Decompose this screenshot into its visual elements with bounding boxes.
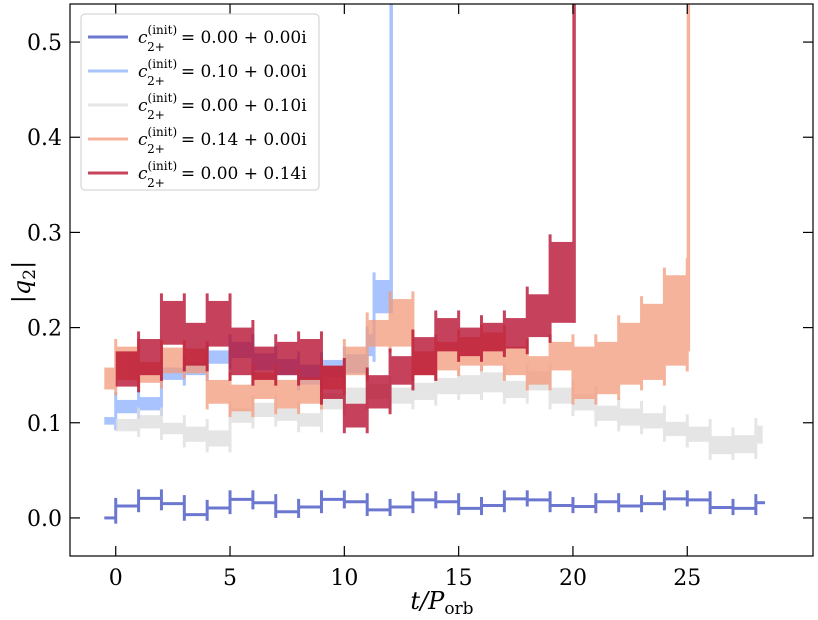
series-2-band-segment bbox=[161, 422, 185, 435]
series-4-band-segment bbox=[298, 339, 322, 380]
legend-label: c(init) 2+ = 0.00 + 0.00i bbox=[138, 23, 307, 54]
legend-label: c(init) 2+ = 0.00 + 0.10i bbox=[138, 91, 307, 122]
series-3-band-segment bbox=[344, 346, 368, 376]
series-2-band-segment bbox=[641, 413, 665, 429]
series-3-band-segment bbox=[230, 384, 253, 412]
series-4-band-segment bbox=[550, 241, 575, 323]
series-2-band-segment bbox=[115, 418, 139, 432]
series-2-band-segment bbox=[435, 378, 459, 395]
y-tick-label: 0.2 bbox=[27, 317, 62, 342]
series-4-band-segment bbox=[230, 327, 253, 376]
x-tick-label: 15 bbox=[445, 566, 473, 591]
series-3-band-segment bbox=[104, 367, 116, 390]
series-2-band-segment bbox=[207, 430, 231, 447]
series-2-band-segment bbox=[755, 425, 763, 444]
series-2-band-segment bbox=[664, 421, 688, 437]
series-2-band-segment bbox=[412, 382, 436, 400]
series-2-band-segment bbox=[344, 387, 368, 404]
series-3-band-segment bbox=[641, 303, 665, 380]
series-3-band-segment bbox=[618, 322, 642, 385]
series-4-band-segment bbox=[252, 346, 276, 380]
series-4-band-segment bbox=[504, 318, 528, 349]
series-2-band-segment bbox=[481, 372, 505, 393]
series-3-band-segment bbox=[664, 275, 688, 366]
y-tick-label: 0.4 bbox=[27, 126, 62, 151]
x-tick-label: 5 bbox=[223, 566, 237, 591]
legend-label: c(init) 2+ = 0.00 + 0.14i bbox=[138, 159, 307, 190]
legend-label: c(init) 2+ = 0.10 + 0.00i bbox=[138, 57, 307, 88]
legend-label: c(init) 2+ = 0.14 + 0.00i bbox=[138, 125, 307, 156]
series-4-band-segment bbox=[161, 300, 185, 345]
series-4-band-segment bbox=[481, 322, 505, 352]
y-tick-label: 0.3 bbox=[27, 221, 62, 246]
series-2-band-segment bbox=[298, 413, 322, 427]
series-3-band-segment bbox=[550, 341, 573, 371]
series-2-band-segment bbox=[138, 415, 162, 429]
x-tick-label: 25 bbox=[673, 566, 701, 591]
series-1-band-segment bbox=[104, 417, 116, 425]
x-axis-label: t/Porb bbox=[410, 587, 473, 619]
series-2-band-segment bbox=[184, 426, 208, 442]
series-4-band-segment bbox=[275, 341, 299, 376]
series-2-band-segment bbox=[275, 408, 299, 421]
series-3-band-segment bbox=[595, 341, 619, 395]
ticks-layer: 0 5 10 15 20 25 0.0 0.1 0.2 0.3 0.4 0.5 bbox=[27, 4, 813, 591]
series-3-band-segment bbox=[504, 346, 528, 376]
series-4 bbox=[115, 4, 576, 434]
series-2-band-segment bbox=[595, 405, 619, 421]
series-3-band-segment bbox=[367, 319, 391, 347]
series-3-band-segment bbox=[298, 377, 322, 404]
plot-frame bbox=[69, 3, 814, 557]
series-4-band-segment bbox=[435, 318, 459, 352]
series-4-band-segment bbox=[115, 351, 139, 387]
series-2-band-segment bbox=[252, 402, 276, 418]
series-4-band-segment bbox=[367, 375, 391, 409]
series-2-band-segment bbox=[458, 375, 482, 395]
series-3-band-segment bbox=[161, 347, 185, 374]
y-tick-label: 0.1 bbox=[27, 412, 62, 437]
y-tick-label: 0.5 bbox=[27, 31, 62, 56]
series-2-band-segment bbox=[732, 435, 756, 454]
series-2-band-segment bbox=[390, 387, 413, 404]
series-4-band-segment bbox=[527, 294, 551, 338]
y-axis-label: |q2| bbox=[8, 261, 40, 303]
series-3-band-segment bbox=[207, 379, 231, 404]
series-4-band-segment bbox=[207, 300, 231, 347]
series-1-band-segment bbox=[374, 280, 392, 314]
series-3-band-segment bbox=[275, 379, 299, 409]
series-1-band-segment bbox=[138, 397, 162, 411]
series-4-band-segment bbox=[344, 403, 368, 428]
series-4-band-segment bbox=[412, 337, 436, 376]
series-3-band-segment bbox=[390, 299, 413, 347]
y-tick-label: 0.0 bbox=[27, 507, 62, 532]
series-4-band-segment bbox=[321, 365, 345, 399]
series-2-band-segment bbox=[687, 426, 711, 442]
series-4-band-segment bbox=[184, 322, 208, 366]
series-1-band-segment bbox=[207, 350, 231, 364]
series-3-band-segment bbox=[572, 346, 596, 399]
series-4-band-segment bbox=[458, 327, 482, 357]
series-2-band-segment bbox=[710, 436, 733, 455]
series-1-band-segment bbox=[115, 399, 139, 414]
legend-box bbox=[80, 13, 320, 191]
series-4-band-segment bbox=[390, 356, 413, 385]
x-tick-label: 20 bbox=[559, 566, 587, 591]
series-4-band-segment bbox=[138, 339, 162, 376]
series-2-band-segment bbox=[618, 408, 642, 426]
series-layer bbox=[104, 4, 765, 524]
x-tick-label: 0 bbox=[109, 566, 123, 591]
x-tick-label: 10 bbox=[330, 566, 358, 591]
series-2-band-segment bbox=[550, 387, 573, 404]
series-0 bbox=[104, 489, 765, 524]
series-2-band-segment bbox=[230, 408, 253, 423]
series-2-band-segment bbox=[504, 380, 528, 399]
series-3-band-segment bbox=[527, 356, 551, 385]
